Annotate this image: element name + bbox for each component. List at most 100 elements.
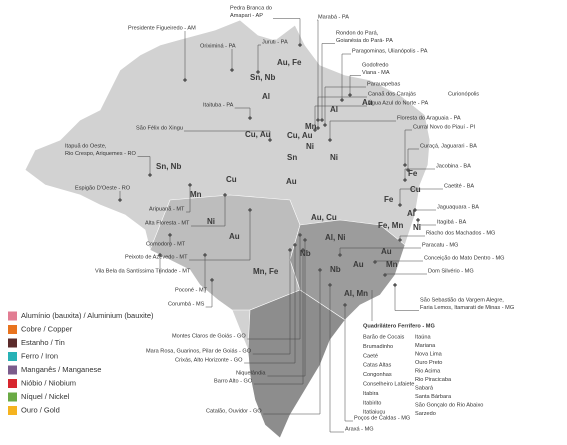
place-marker — [157, 252, 163, 258]
leader-line — [399, 188, 443, 205]
legend-label: Estanho / Tin — [21, 338, 65, 347]
place-label: Paragominas, Ulianópolis - PA — [352, 48, 428, 54]
place-marker — [187, 182, 193, 188]
place-name: Itaituba - PA — [203, 102, 234, 108]
place-name: Presidente Figueiredo - AM — [128, 25, 196, 31]
place-marker — [182, 77, 188, 83]
legend-swatch — [8, 379, 17, 388]
place-label: Jacobina - BA — [436, 163, 471, 169]
place-label: Crixás, Alto Horizonte - GO — [175, 357, 243, 363]
mineral-symbol: Cu, Au — [287, 131, 313, 140]
legend-label: Ouro / Gold — [21, 405, 60, 414]
legend-swatch — [8, 338, 17, 348]
mineral-symbol: Cu — [410, 185, 421, 194]
place-name: Espigão D'Oeste - RO — [75, 185, 131, 191]
legend-swatch — [8, 392, 17, 402]
quadrilatero-city: Nova Lima — [415, 351, 443, 357]
mineral-symbol: Ni — [207, 217, 215, 226]
place-name: Marabá - PA — [318, 14, 349, 20]
place-marker — [342, 302, 348, 308]
place-label: Poconé - MT — [175, 287, 208, 293]
place-marker — [222, 192, 228, 198]
place-label: Itagibá - BA — [437, 219, 466, 225]
quadrilatero-city: Santa Bárbara — [415, 394, 452, 400]
place-label: Curionópolis — [448, 91, 479, 97]
place-name: Montes Claros de Goiás - GO — [172, 333, 246, 339]
leader-line — [329, 120, 396, 140]
region-south — [247, 289, 346, 439]
place-marker — [167, 232, 173, 238]
leader-line — [244, 245, 296, 364]
quadrilatero-city: Conselheiro Lafaiete — [363, 381, 414, 387]
quadrilatero-city: Caeté — [363, 353, 378, 359]
quadrilatero-city: Sabará — [415, 385, 434, 391]
place-name: São Sebastião da Vargem Alegre, — [420, 297, 504, 303]
quadrilatero-city: Mariana — [415, 343, 436, 349]
place-label: Peixoto de Azevedo - MT — [125, 254, 188, 260]
place-name: Poconé - MT — [175, 287, 208, 293]
place-label: Itapuã do Oeste, Rio Crespo, Ariquemes - … — [65, 143, 137, 157]
place-label: Mara Rosa, Guarinos, Pilar de Goiás - GO — [146, 348, 252, 354]
place-label: Godofredo Viana - MA — [362, 62, 390, 76]
place-name: Itagibá - BA — [437, 219, 466, 225]
place-marker — [327, 137, 333, 143]
place-marker — [405, 167, 411, 173]
mineral-symbol: Sn, Nb — [250, 73, 275, 82]
region-southeast — [289, 219, 406, 321]
mineral-symbol: Cu, Au — [245, 130, 271, 139]
leader-line — [349, 75, 361, 95]
place-marker — [147, 172, 153, 178]
place-marker — [412, 207, 418, 213]
mineral-symbol: Al — [407, 209, 415, 218]
leader-line — [205, 280, 213, 308]
place-marker — [209, 277, 215, 283]
quadrilatero-city: São Gonçalo do Rio Abaixo — [415, 402, 483, 408]
place-name: Aripuanã - MT — [149, 206, 185, 212]
place-name: São Félix do Xingu — [136, 125, 183, 131]
quadrilatero-city: Rio Piracicaba — [415, 377, 452, 383]
place-label: Aripuanã - MT — [149, 206, 185, 212]
place-name: Riacho dos Machados - MG — [426, 230, 495, 236]
mineral-symbol: Au — [286, 177, 297, 186]
mineral-symbol: Nb — [300, 249, 311, 258]
mineral-symbol: Nb — [330, 265, 341, 274]
mineral-symbol: Mn — [386, 260, 398, 269]
place-name: Dom Silvério - MG — [428, 268, 474, 274]
place-name: Caetité - BA — [444, 183, 474, 189]
leader-line — [324, 86, 366, 125]
leader-line — [263, 270, 321, 415]
mineral-symbol: Au — [229, 232, 240, 241]
place-marker — [302, 237, 308, 243]
place-marker — [287, 247, 293, 253]
leader-line — [321, 43, 335, 120]
place-name: Barro Alto - GO — [214, 378, 253, 384]
quadrilatero-city: Congonhas — [363, 372, 392, 378]
legend-label: Alumínio (bauxita) / Aluminium (bauxite) — [21, 311, 154, 320]
quadrilatero-title: Quadrilátero Ferrífero - MG — [363, 323, 435, 329]
place-marker — [300, 247, 306, 253]
quadrilatero-city: Barão de Cocais — [363, 334, 405, 340]
place-marker — [382, 272, 388, 278]
place-label: Água Azul do Norte - PA — [368, 99, 428, 106]
legend-label: Níquel / Nickel — [21, 392, 70, 401]
place-label: Niquelândia — [236, 370, 266, 376]
mineral-symbol: Au, Fe — [277, 58, 302, 67]
place-marker — [372, 259, 378, 265]
mineral-symbol: Al — [330, 105, 338, 114]
place-name: Niquelândia — [236, 370, 266, 376]
place-label: Vila Bela da Santíssima Trindade - MT — [95, 268, 191, 274]
place-label: São Félix do Xingu — [136, 125, 183, 131]
place-label: Poços de Caldas - MG — [354, 415, 410, 421]
leader-line — [267, 240, 306, 377]
quadrilatero-city: Itabirito — [363, 400, 381, 406]
leader-line — [191, 195, 226, 227]
legend-label: Manganês / Manganese — [21, 365, 101, 374]
place-label: Marabá - PA — [318, 14, 349, 20]
legend-swatch — [8, 365, 17, 375]
place-label: Oriximiná - PA — [200, 43, 236, 49]
leader-line — [257, 44, 261, 72]
leader-line — [394, 285, 419, 311]
place-name: Vila Bela da Santíssima Trindade - MT — [95, 268, 191, 274]
leader-line — [137, 156, 151, 175]
place-name: Paracatu - MG — [422, 242, 458, 248]
